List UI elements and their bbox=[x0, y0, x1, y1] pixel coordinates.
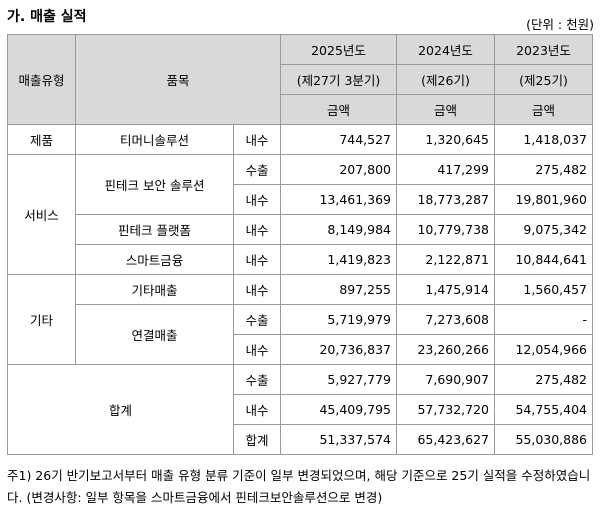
value-cell: 275,482 bbox=[494, 364, 594, 395]
value-cell: 19,801,960 bbox=[494, 184, 594, 215]
period-header: (제25기) bbox=[494, 64, 594, 95]
value-cell: 1,560,457 bbox=[494, 274, 594, 305]
header-row: 매출유형 품목 2025년도 2024년도 2023년도 bbox=[7, 34, 594, 125]
value-cell: 20,736,837 bbox=[280, 334, 398, 365]
value-cell: 57,732,720 bbox=[396, 394, 496, 425]
value-cell: 744,527 bbox=[280, 124, 398, 155]
item-cell: 기타매출 bbox=[75, 274, 234, 305]
value-cell: 897,255 bbox=[280, 274, 398, 305]
value-cell: 13,461,369 bbox=[280, 184, 398, 215]
item-cell: 핀테크 보안 솔루션 bbox=[75, 154, 234, 215]
table-row: 서비스 핀테크 보안 솔루션 수출 207,800 417,299 275,482 bbox=[7, 154, 594, 275]
footnote: 주1) 26기 반기보고서부터 매출 유형 분류 기준이 일부 변경되었으며, … bbox=[7, 468, 591, 505]
kind-cell: 내수 bbox=[232, 184, 282, 215]
table-row: 내수 13,461,369 18,773,287 19,801,960 bbox=[8, 184, 594, 215]
item-header: 품목 bbox=[74, 34, 282, 125]
period-header: (제26기) bbox=[396, 64, 496, 95]
header-row: (제27기 3분기) (제26기) (제25기) bbox=[8, 64, 594, 95]
item-cell: 티머니솔루션 bbox=[75, 124, 234, 155]
amount-header: 금액 bbox=[494, 94, 594, 125]
group-cell: 합계 bbox=[7, 364, 234, 455]
table-row: 제품 티머니솔루션 내수 744,527 1,320,645 1,418,037 bbox=[7, 124, 594, 155]
table-row: 합계 수출 5,927,779 7,690,907 275,482 bbox=[7, 364, 594, 455]
group-cell: 제품 bbox=[7, 124, 76, 155]
table-body: 제품 티머니솔루션 내수 744,527 1,320,645 1,418,037 서비스 핀테… bbox=[7, 124, 594, 455]
value-cell: 7,273,608 bbox=[396, 304, 496, 335]
value-cell: 45,409,795 bbox=[280, 394, 398, 425]
kind-cell: 내수 bbox=[232, 394, 282, 425]
value-cell: 54,755,404 bbox=[494, 394, 594, 425]
table-row: 합계 51,337,574 65,423,627 55,030,886 bbox=[8, 424, 594, 455]
header-row: 금액 금액 금액 bbox=[8, 94, 594, 125]
value-cell: - bbox=[494, 304, 594, 335]
period-header: (제27기 3분기) bbox=[280, 64, 398, 95]
year-header: 2023년도 bbox=[494, 34, 594, 65]
kind-cell: 합계 bbox=[232, 424, 282, 455]
item-cell: 연결매출 bbox=[75, 304, 234, 365]
value-cell: 65,423,627 bbox=[396, 424, 496, 455]
table-row: 스마트금융 내수 1,419,823 2,122,871 10,844,641 bbox=[8, 244, 594, 275]
group-cell: 서비스 bbox=[7, 154, 76, 275]
kind-cell: 내수 bbox=[232, 334, 282, 365]
year-header: 2025년도 bbox=[280, 34, 398, 65]
value-cell: 7,690,907 bbox=[396, 364, 496, 395]
value-cell: 9,075,342 bbox=[494, 214, 594, 245]
value-cell: 1,418,037 bbox=[494, 124, 594, 155]
title: 가. 매출 실적 bbox=[7, 9, 87, 25]
kind-cell: 내수 bbox=[232, 214, 282, 245]
sales-table: 매출유형 품목 2025년도 2024년도 2023년도 (제27기 3분기) (제26기)… bbox=[7, 34, 594, 455]
kind-cell: 내수 bbox=[232, 124, 282, 155]
value-cell: 23,260,266 bbox=[396, 334, 496, 365]
kind-cell: 내수 bbox=[232, 244, 282, 275]
kind-cell: 수출 bbox=[232, 364, 282, 395]
value-cell: 207,800 bbox=[280, 154, 398, 185]
type-header: 매출유형 bbox=[7, 34, 76, 125]
value-cell: 51,337,574 bbox=[280, 424, 398, 455]
kind-cell: 수출 bbox=[232, 304, 282, 335]
table-header: 매출유형 품목 2025년도 2024년도 2023년도 (제27기 3분기) (제26기)… bbox=[7, 34, 594, 125]
table-row: 연결매출 수출 5,719,979 7,273,608- bbox=[8, 304, 594, 365]
amount-header: 금액 bbox=[280, 94, 398, 125]
item-cell: 스마트금융 bbox=[75, 244, 234, 275]
unit: (단위 : 천원) bbox=[526, 17, 594, 32]
group-cell: 기타 bbox=[7, 274, 76, 365]
table-row: 내수 20,736,837 23,260,266 12,054,966 bbox=[8, 334, 594, 365]
year-header: 2024년도 bbox=[396, 34, 496, 65]
kind-cell: 내수 bbox=[232, 274, 282, 305]
value-cell: 5,719,979 bbox=[280, 304, 398, 335]
value-cell: 275,482 bbox=[494, 154, 594, 185]
value-cell: 8,149,984 bbox=[280, 214, 398, 245]
value-cell: 1,475,914 bbox=[396, 274, 496, 305]
value-cell: 12,054,966 bbox=[494, 334, 594, 365]
table-row: 내수 45,409,795 57,732,720 54,755,404 bbox=[8, 394, 594, 425]
amount-header: 금액 bbox=[396, 94, 496, 125]
item-cell: 핀테크 플랫폼 bbox=[75, 214, 234, 245]
table-row: 기타 기타매출 내수 897,255 1,475,914 1,560,457 bbox=[7, 274, 594, 365]
value-cell: 5,927,779 bbox=[280, 364, 398, 395]
value-cell: 10,779,738 bbox=[396, 214, 496, 245]
kind-cell: 수출 bbox=[232, 154, 282, 185]
value-cell: 18,773,287 bbox=[396, 184, 496, 215]
table-row: 핀테크 플랫폼 내수 8,149,984 10,779,738 9,075,342 bbox=[8, 214, 594, 245]
value-cell: 1,419,823 bbox=[280, 244, 398, 275]
value-cell: 2,122,871 bbox=[396, 244, 496, 275]
value-cell: 1,320,645 bbox=[396, 124, 496, 155]
value-cell: 417,299 bbox=[396, 154, 496, 185]
value-cell: 55,030,886 bbox=[494, 424, 594, 455]
value-cell: 10,844,641 bbox=[494, 244, 594, 275]
